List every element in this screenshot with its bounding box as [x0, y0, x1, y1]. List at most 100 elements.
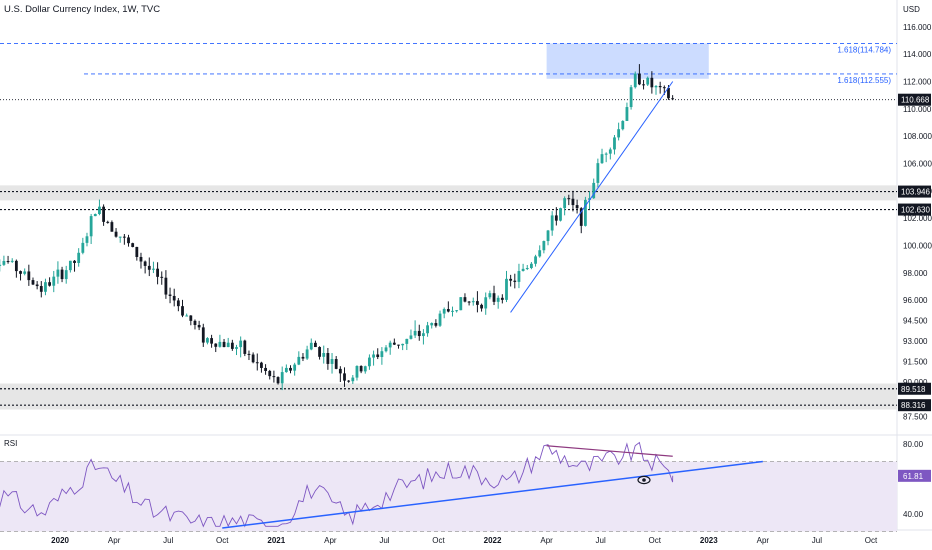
candle-body: [368, 357, 371, 367]
price-axis[interactable]: 116.000 114.000 112.000 110.000 108.000 106.0…: [903, 23, 932, 422]
rsi-divergence-line[interactable]: [546, 445, 673, 457]
candle-body: [226, 342, 230, 348]
candle-body: [39, 286, 43, 292]
price-tag: 88.316: [901, 401, 926, 410]
candle-body: [637, 73, 641, 85]
candle-body: [492, 293, 496, 302]
candle-body: [546, 230, 550, 242]
candle-body: [297, 356, 301, 365]
candle-body: [139, 256, 143, 262]
candle-body: [521, 268, 525, 271]
candle-body: [347, 380, 351, 382]
candle-body: [305, 349, 309, 359]
rsi-tick-label: 40.00: [903, 510, 924, 519]
candle-body: [56, 269, 60, 277]
rsi-label: RSI: [4, 439, 17, 448]
candle-body: [392, 342, 396, 345]
candle-body: [604, 153, 608, 155]
candle-body: [114, 231, 118, 237]
time-tick-label: Jul: [163, 536, 173, 545]
time-tick-label: Jul: [596, 536, 606, 545]
candle-body: [438, 313, 442, 326]
time-tick-label: Oct: [432, 536, 445, 545]
candle-body: [135, 246, 139, 257]
candle-body: [600, 154, 604, 164]
candle-body: [575, 205, 579, 209]
candle-body: [442, 309, 446, 314]
candle-body: [35, 284, 39, 287]
candle-body: [359, 366, 363, 372]
candle-body: [401, 343, 405, 346]
price-tick-label: 110.000: [903, 105, 932, 114]
rsi-support-line[interactable]: [222, 460, 763, 529]
price-tick-label: 96.000: [903, 296, 928, 305]
candle-body: [467, 301, 471, 303]
price-tick-label: 100.000: [903, 242, 932, 251]
rsi-value-tag-bg: [898, 469, 931, 482]
price-tags: 110.668 103.946 102.630 89.518 88.316: [898, 93, 931, 412]
candle-body: [554, 215, 558, 221]
candle-body: [629, 87, 633, 108]
candle-body: [642, 84, 645, 86]
candle-body: [455, 310, 459, 312]
candle-body: [563, 198, 567, 209]
candle-body: [243, 340, 247, 354]
time-tick-label: Apr: [324, 536, 337, 545]
rsi-line: [0, 441, 674, 528]
candle-body: [23, 271, 27, 274]
candle-body: [613, 137, 616, 150]
candle-body: [268, 370, 272, 377]
candle-body: [513, 280, 517, 282]
candle-body: [284, 367, 288, 373]
candle-body: [372, 354, 375, 358]
candle-body: [500, 297, 504, 300]
candle-body: [338, 368, 342, 374]
candle-body: [571, 198, 575, 206]
fib-label: 1.618(114.784): [837, 45, 891, 54]
time-axis[interactable]: 2020 Apr Jul Oct 2021 Apr Jul Oct 2022 Apr Jul Oct 2…: [51, 536, 878, 545]
time-tick-label: 2021: [267, 536, 285, 545]
time-tick-label: Oct: [648, 536, 661, 545]
price-tick-label: 106.000: [903, 160, 932, 169]
price-tick-label: 90.000: [903, 378, 928, 387]
rsi-tick-label: 80.00: [903, 440, 924, 449]
candle-body: [98, 206, 101, 215]
candle-body: [417, 330, 421, 337]
candle-body: [409, 335, 413, 339]
trendline[interactable]: [510, 81, 674, 313]
currency-label: USD: [903, 5, 920, 14]
candle-body: [380, 351, 384, 358]
candle-body: [48, 282, 52, 286]
candle-body: [334, 359, 338, 369]
candle-body: [193, 320, 197, 325]
candle-body: [181, 306, 184, 316]
uptrend-line[interactable]: [510, 81, 674, 313]
candle-body: [77, 252, 81, 263]
candle-body: [434, 323, 438, 326]
candle-body: [488, 293, 492, 298]
time-tick-label: Oct: [216, 536, 229, 545]
candle-body: [480, 304, 483, 309]
rsi-band: [0, 461, 897, 532]
candle-body: [388, 342, 392, 348]
candle-body: [550, 215, 554, 231]
candle-body: [384, 347, 388, 352]
candle-body: [422, 333, 425, 337]
time-tick-label: Oct: [865, 536, 878, 545]
candle-body: [156, 268, 159, 277]
horizontal-levels: 1.618(114.784) 1.618(112.555): [0, 43, 897, 406]
candle-body: [143, 261, 147, 266]
candle-body: [592, 182, 596, 199]
price-tick-label: 87.500: [903, 412, 928, 421]
candle-body: [667, 87, 670, 99]
eye-icon[interactable]: [637, 475, 651, 485]
candle-body: [122, 236, 126, 238]
candle-body: [413, 330, 417, 336]
candle-body: [218, 341, 222, 347]
candle-body: [662, 87, 666, 89]
price-tag-bg: [898, 93, 931, 106]
target-zone: [546, 43, 709, 79]
candle-body: [654, 85, 658, 88]
time-tick-label: Jul: [812, 536, 822, 545]
